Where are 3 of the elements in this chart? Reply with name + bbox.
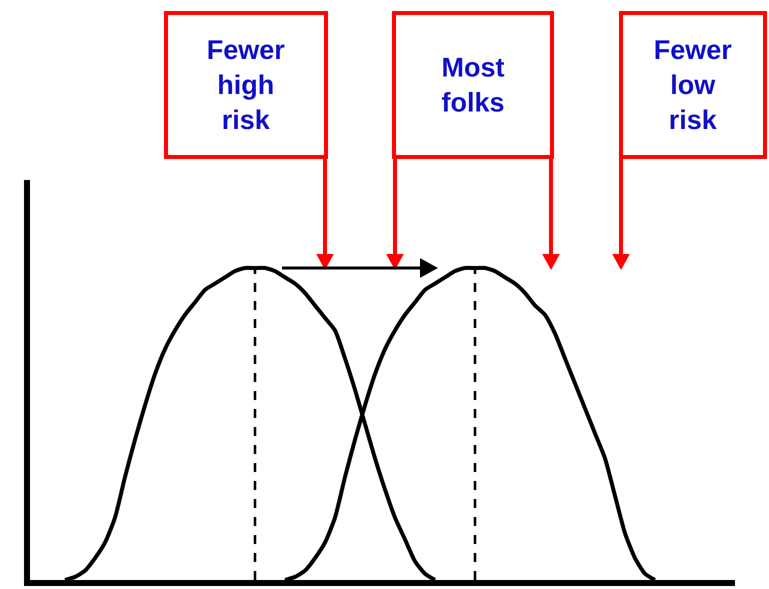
text: Fewer low risk: [654, 34, 732, 136]
text: Most folks: [441, 52, 505, 118]
text: Fewer high risk: [206, 34, 286, 136]
